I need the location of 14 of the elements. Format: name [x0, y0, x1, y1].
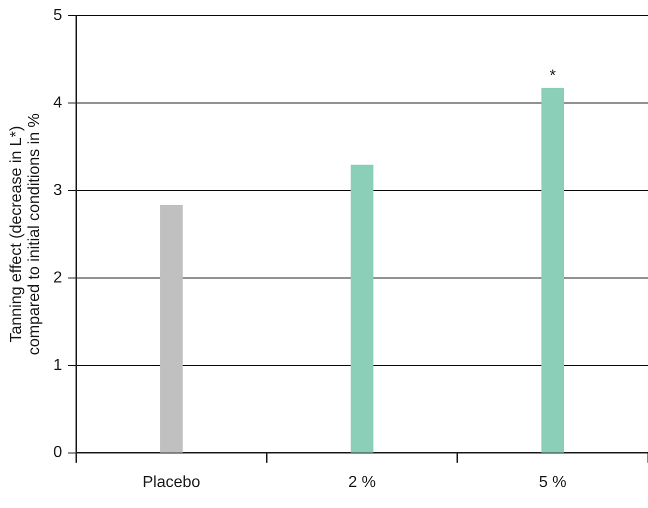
- y-tick-label: 3: [53, 182, 62, 199]
- y-tick-label: 1: [53, 356, 62, 374]
- y-tick-label: 2: [53, 269, 62, 286]
- x-tick-label: Placebo: [142, 474, 200, 491]
- annotation: *: [550, 68, 556, 85]
- y-tick-label: 4: [53, 94, 62, 112]
- bar: [160, 205, 183, 453]
- x-tick-label: 2 %: [348, 474, 376, 491]
- y-axis-title: Tanning effect (decrease in L*) compared to initial conditions in %: [8, 113, 43, 356]
- y-tick-label: 0: [53, 444, 62, 462]
- bar: [541, 88, 564, 453]
- bar: [350, 164, 374, 453]
- y-tick-label: 5: [53, 7, 62, 24]
- x-tick-label: 5 %: [538, 474, 566, 491]
